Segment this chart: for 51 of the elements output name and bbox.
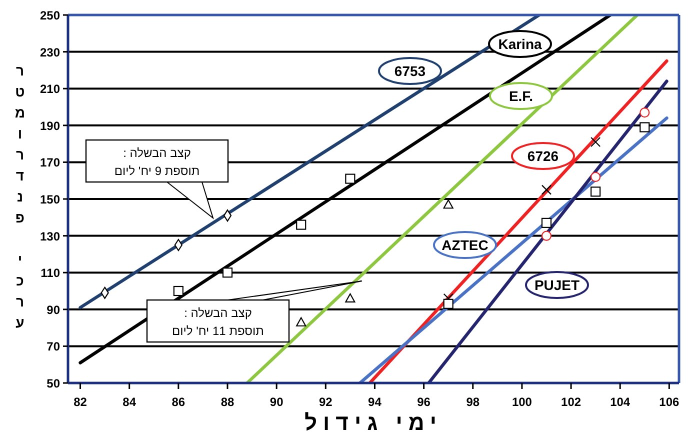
series-label: E.F. xyxy=(508,88,534,104)
annotation: קצב הבשלה : xyxy=(123,146,191,160)
x-tick-label: 98 xyxy=(466,395,480,409)
point xyxy=(590,186,601,197)
annotation: תוספת 9 יח' ליום xyxy=(114,164,200,178)
point xyxy=(640,122,650,132)
y-tick-label: 190 xyxy=(40,118,60,133)
point xyxy=(296,317,306,326)
point xyxy=(443,199,454,209)
point xyxy=(345,293,356,303)
point xyxy=(223,210,232,222)
series-label: AZTEC xyxy=(442,237,488,253)
y-tick-label: 170 xyxy=(40,156,60,170)
y-tick-label: 210 xyxy=(40,82,60,96)
point xyxy=(222,268,233,278)
y-tick-label: 150 xyxy=(40,192,60,206)
y-tick-label: 50 xyxy=(46,376,60,390)
x-tick-label: 86 xyxy=(172,395,186,409)
point xyxy=(443,298,454,309)
x-tick-label: 104 xyxy=(610,395,630,409)
annotation: תוספת 11 יח' ליום xyxy=(172,324,264,338)
point xyxy=(590,136,601,148)
x-tick-label: 94 xyxy=(368,395,382,409)
y-tick-label: 130 xyxy=(40,229,60,244)
point xyxy=(541,184,552,195)
x-tick-label: 100 xyxy=(512,395,532,409)
y-tick-label: 110 xyxy=(40,266,60,280)
annotation: קצב הבשלה : xyxy=(184,306,252,320)
x-tick-label: 90 xyxy=(270,395,284,409)
point xyxy=(590,172,601,182)
series-label: 6726 xyxy=(527,148,559,164)
series-label: 6753 xyxy=(394,63,426,79)
x-tick-label: 92 xyxy=(318,395,333,409)
x-tick-label: 106 xyxy=(659,395,680,409)
point xyxy=(173,286,184,296)
x-tick-label: 82 xyxy=(74,395,88,409)
y-axis-title: ערכי פנדרומטר xyxy=(12,62,28,336)
series-label: PUJET xyxy=(534,277,580,293)
point xyxy=(640,107,650,118)
point xyxy=(541,218,552,228)
y-tick-label: 70 xyxy=(46,340,60,354)
x-tick-label: 102 xyxy=(561,395,582,409)
x-tick-label: 84 xyxy=(122,395,136,409)
x-tick-label: 96 xyxy=(417,395,431,409)
point xyxy=(541,230,552,241)
y-tick-label: 250 xyxy=(40,8,60,22)
y-tick-label: 230 xyxy=(40,45,60,60)
y-tick-label: 90 xyxy=(46,302,60,317)
x-axis-title: ימי גידול xyxy=(304,410,443,435)
series-label: Karina xyxy=(498,36,542,52)
x-tick-label: 88 xyxy=(220,395,234,409)
